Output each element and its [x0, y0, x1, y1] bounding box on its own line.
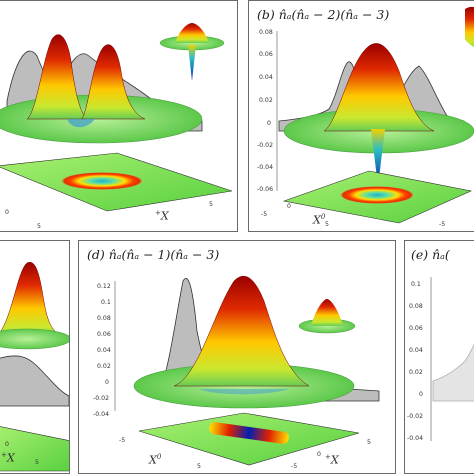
panel-c: 0 5 +X: [0, 240, 70, 474]
panel-d-x-axis-label-left: X0: [149, 453, 162, 467]
panel-d-xtick-0: -5: [119, 437, 126, 444]
panel-d-ytick-0: 0.12: [97, 283, 111, 290]
panel-e: (e) n̂ₐ( 0.1 0.08 0.06 0.04 0.02 0 -0.02…: [404, 240, 474, 474]
panel-b-xtick-3: -5: [439, 221, 446, 228]
panel-a-density-ring: [60, 172, 144, 190]
panel-e-ytick-1: 0.08: [409, 303, 423, 310]
panel-e-ytick-6: -0.02: [407, 413, 424, 420]
panel-b-xtick-1: 0: [287, 203, 291, 210]
panel-a-surface-plot: [0, 23, 233, 212]
panel-a-xtick-2: 5: [209, 201, 213, 208]
panel-c-density-plane: [0, 426, 69, 472]
panel-e-ytick-7: -0.04: [407, 435, 424, 442]
panel-c-x-axis-label: +X: [1, 451, 15, 465]
panel-a-inset-dip: [188, 45, 196, 81]
panel-b-peak: [323, 43, 435, 132]
panel-a-peak-left: [26, 34, 88, 120]
panel-d-ytick-6: 0: [105, 379, 109, 386]
panel-d-peak: [173, 276, 310, 387]
panel-a: 0 5 5 +X: [0, 0, 238, 232]
panel-e-title: (e) n̂ₐ(: [411, 247, 450, 262]
panel-c-surface-plot: [0, 262, 69, 472]
panel-b-ytick-6: -0.04: [257, 164, 274, 171]
panel-b-xtick-0: -5: [261, 211, 268, 218]
panel-d-xtick-3: 0: [317, 451, 321, 458]
panel-b-density-ring: [339, 186, 415, 204]
panel-d: (d) n̂ₐ(n̂ₐ − 1)(n̂ₐ − 3) 0.12 0.1 0.08 …: [78, 240, 396, 474]
panel-b-inset: [465, 6, 474, 47]
panel-e-surface-plot: [430, 277, 474, 441]
panel-e-projection: [432, 343, 474, 402]
panel-b-xtick-2: 5: [325, 221, 329, 228]
panel-d-ytick-3: 0.06: [97, 331, 111, 338]
panel-d-ytick-7: -0.02: [93, 395, 110, 402]
panel-d-inset-peak: [311, 299, 343, 326]
panel-d-x-axis-label-right: +X: [325, 453, 339, 467]
panel-b-ytick-1: 0.06: [259, 51, 273, 58]
panel-e-ytick-2: 0.06: [409, 325, 423, 332]
panel-b-ytick-3: 0.02: [259, 97, 273, 104]
panel-a-xtick-1: 5: [37, 223, 41, 230]
panel-a-x-axis-label: +X: [155, 209, 169, 223]
panel-a-peak-right: [81, 44, 146, 120]
panel-b-title: (b) n̂ₐ(n̂ₐ − 2)(n̂ₐ − 3): [257, 7, 390, 22]
panel-c-disk: [0, 328, 69, 350]
panel-d-density-bar: [209, 422, 289, 444]
panel-b-ytick-2: 0.04: [259, 74, 273, 81]
panel-d-surface-plot: [114, 276, 380, 466]
panel-d-ytick-8: -0.04: [93, 411, 110, 418]
panel-d-ytick-2: 0.08: [97, 315, 111, 322]
panel-b-x-axis-label: X0: [313, 213, 326, 227]
panel-c-xtick-0: 0: [5, 441, 9, 448]
panel-c-xtick-1: 5: [35, 459, 39, 466]
panel-d-title: (d) n̂ₐ(n̂ₐ − 1)(n̂ₐ − 3): [87, 247, 220, 262]
panel-e-ytick-3: 0.04: [409, 347, 423, 354]
panel-a-xtick-0: 0: [5, 209, 9, 216]
panel-d-xtick-4: 5: [367, 439, 371, 446]
panel-e-ytick-0: 0.1: [411, 281, 421, 288]
panel-e-ytick-5: 0: [419, 391, 423, 398]
panel-c-peak: [0, 262, 68, 340]
panel-d-ytick-1: 0.1: [101, 299, 111, 306]
panel-b: (b) n̂ₐ(n̂ₐ − 2)(n̂ₐ − 3) 0.08 0.06 0.04…: [248, 0, 474, 232]
panel-e-ytick-4: 0.02: [409, 369, 423, 376]
panel-b-surface-plot: [276, 6, 474, 224]
panel-b-ytick-5: -0.02: [257, 142, 274, 149]
panel-d-xtick-2: -5: [291, 463, 298, 470]
panel-d-ytick-4: 0.04: [97, 347, 111, 354]
panel-a-inset-bump: [175, 23, 209, 43]
panel-b-ytick-0: 0.08: [259, 29, 273, 36]
panel-c-projection: [0, 355, 69, 407]
panel-b-ytick-4: 0: [267, 120, 271, 127]
panel-d-ytick-5: 0.02: [97, 363, 111, 370]
panel-b-ytick-7: -0.06: [257, 186, 274, 193]
panel-d-xtick-1: 5: [197, 463, 201, 470]
panel-b-dip: [371, 129, 385, 186]
